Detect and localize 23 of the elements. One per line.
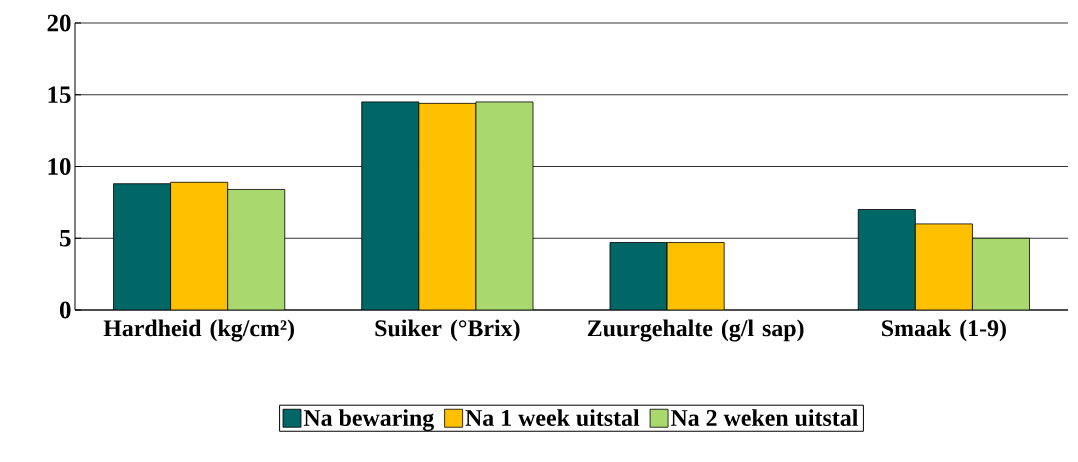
y-tick-label: 20: [47, 14, 71, 32]
x-tick-label: Smaak (1-9): [882, 319, 1006, 342]
legend-label: Na 1 week uitstal: [465, 409, 640, 427]
bar: [972, 237, 1030, 310]
bar: [227, 189, 286, 310]
bar: [170, 181, 229, 310]
bar: [475, 101, 534, 310]
bar: [113, 183, 171, 310]
x-tick-label: Suiker (°Brix): [375, 319, 520, 342]
x-tick-label: Zuurgehalte (g/l sap): [587, 319, 804, 342]
y-tick-label: 10: [48, 158, 71, 175]
bar: [418, 102, 477, 310]
bar: [914, 223, 973, 310]
y-tick-label: 5: [60, 229, 71, 247]
bar: [666, 242, 725, 310]
y-tick-label: 15: [48, 86, 71, 104]
bar: [609, 242, 668, 310]
legend-label: Na bewaring: [303, 409, 434, 432]
legend-label: Na 2 weken uitstal: [670, 409, 858, 427]
x-tick-label: Hardheid (kg/cm²): [103, 319, 294, 342]
bar: [361, 101, 420, 310]
bar: [857, 209, 916, 310]
y-tick-label: 0: [59, 301, 71, 319]
